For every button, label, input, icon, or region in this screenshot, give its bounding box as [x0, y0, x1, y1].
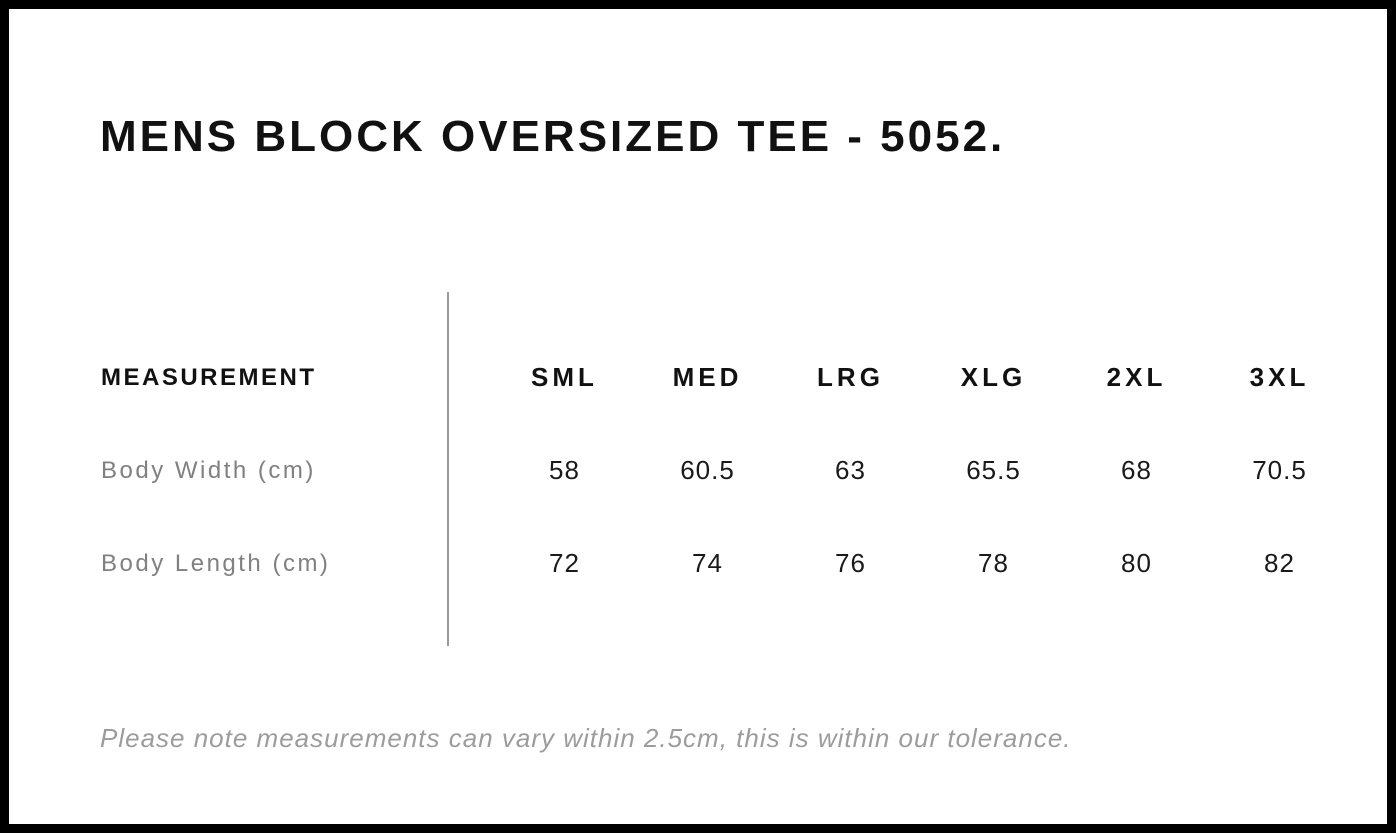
cell-body-width-3xl: 70.5: [1252, 455, 1307, 485]
row-label-body-length: Body Length (cm): [101, 549, 331, 577]
cell-body-length-sml: 72: [549, 548, 580, 578]
table-vertical-divider: [447, 292, 449, 646]
cell-body-width-sml: 58: [549, 455, 580, 485]
cell-body-length-med: 74: [692, 548, 723, 578]
cell-body-width-xlg: 65.5: [966, 455, 1021, 485]
row-label-body-width: Body Width (cm): [101, 456, 316, 484]
cell-body-length-2xl: 80: [1121, 548, 1152, 578]
measurement-column-header: MEASUREMENT: [101, 363, 317, 391]
cell-body-length-lrg: 76: [835, 548, 866, 578]
cell-body-width-med: 60.5: [680, 455, 735, 485]
size-column-header-3xl: 3XL: [1249, 362, 1310, 392]
tolerance-note: Please note measurements can vary within…: [100, 723, 1072, 753]
size-chart-table: MEASUREMENT SML MED LRG XLG 2XL 3XL Body…: [101, 331, 1351, 610]
size-column-header-med: MED: [672, 362, 743, 392]
size-column-header-sml: SML: [531, 362, 598, 392]
page-title: MENS BLOCK OVERSIZED TEE - 5052.: [100, 112, 1006, 161]
size-column-header-2xl: 2XL: [1106, 362, 1167, 392]
cell-body-length-xlg: 78: [978, 548, 1009, 578]
size-column-header-xlg: XLG: [960, 362, 1027, 392]
cell-body-length-3xl: 82: [1264, 548, 1295, 578]
cell-body-width-lrg: 63: [835, 455, 866, 485]
size-column-header-lrg: LRG: [817, 362, 884, 392]
cell-body-width-2xl: 68: [1121, 455, 1152, 485]
